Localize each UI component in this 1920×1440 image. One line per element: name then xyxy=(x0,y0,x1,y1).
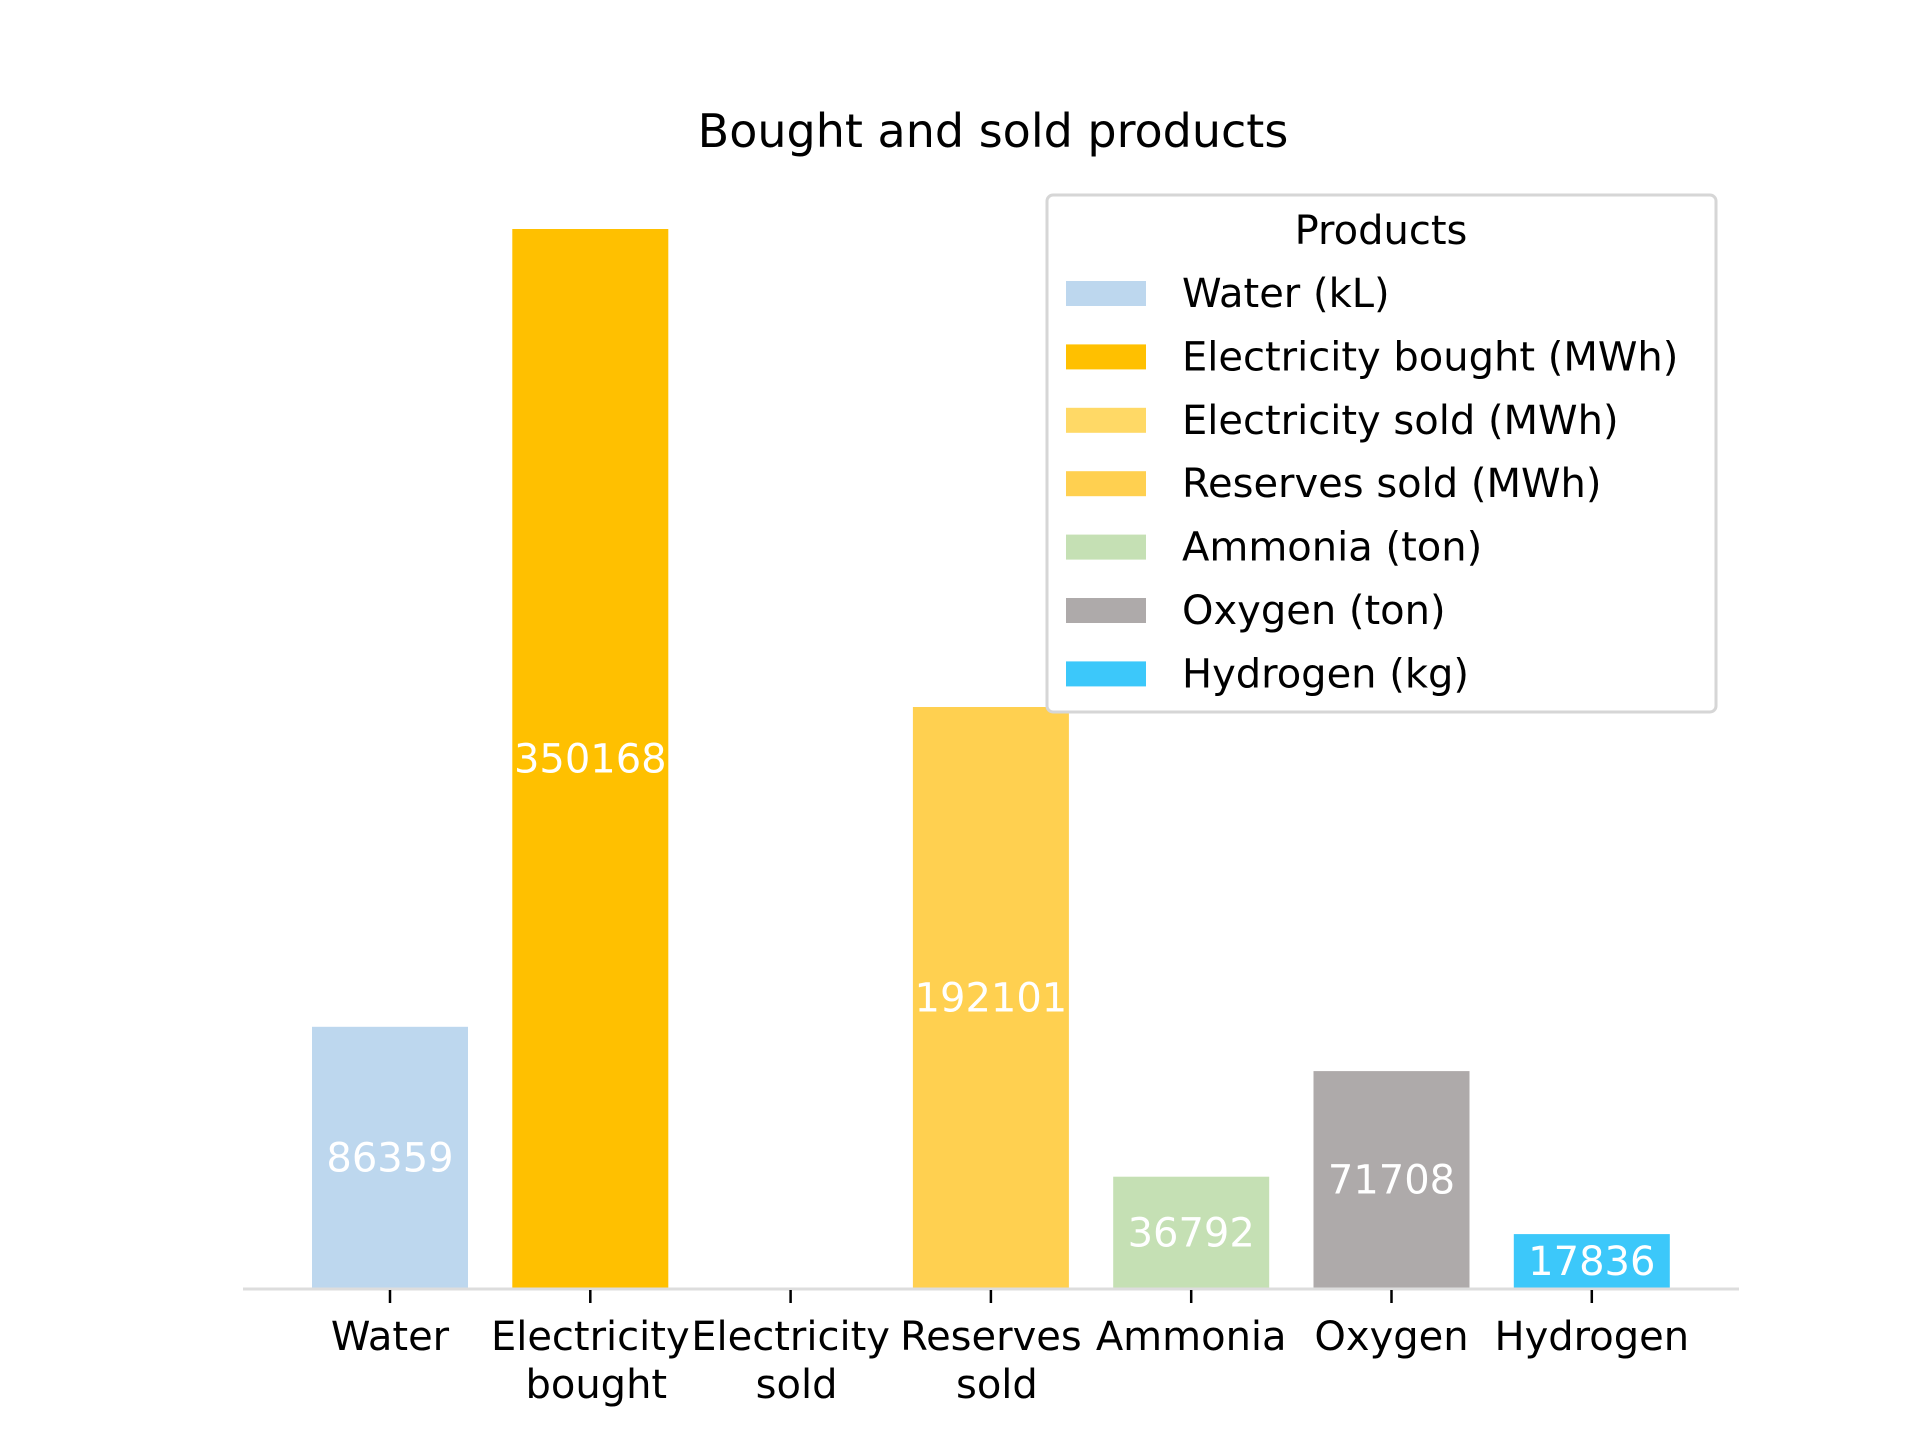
legend-label-6: Hydrogen (kg) xyxy=(1182,651,1469,697)
bar-4 xyxy=(1113,1176,1270,1288)
x-tick-label-line: sold xyxy=(756,1362,838,1408)
bar-value-label-3: 192101 xyxy=(915,976,1068,1022)
legend-label-2: Electricity sold (MWh) xyxy=(1182,398,1619,444)
legend-swatch-2 xyxy=(1066,407,1146,433)
x-tick-label-line: Electricity xyxy=(491,1314,690,1360)
x-tick-label-0: Water xyxy=(331,1314,450,1360)
legend-swatch-6 xyxy=(1066,661,1146,687)
x-tick-label-line: Reserves xyxy=(900,1314,1082,1360)
x-tick-label-5: Oxygen xyxy=(1314,1314,1468,1360)
legend-label-3: Reserves sold (MWh) xyxy=(1182,461,1602,507)
bar-1 xyxy=(512,229,669,1288)
chart-title: Bought and sold products xyxy=(698,104,1289,158)
x-tick-label-6: Hydrogen xyxy=(1495,1314,1690,1360)
legend-label-5: Oxygen (ton) xyxy=(1182,588,1446,634)
legend-swatch-1 xyxy=(1066,344,1146,370)
legend-swatch-5 xyxy=(1066,598,1146,623)
x-tick-label-line: Electricity xyxy=(691,1314,890,1360)
legend-swatch-3 xyxy=(1066,471,1146,497)
x-tick-label-line: Oxygen xyxy=(1314,1314,1468,1360)
bar-value-label-5: 71708 xyxy=(1328,1158,1455,1204)
x-tick-label-line: bought xyxy=(525,1362,667,1408)
x-tick-label-line: Ammonia xyxy=(1096,1314,1287,1360)
legend-title: Products xyxy=(1295,208,1468,254)
legend-label-4: Ammonia (ton) xyxy=(1182,525,1482,571)
bar-0 xyxy=(312,1026,468,1288)
x-tick-label-line: sold xyxy=(956,1362,1038,1408)
bar-value-label-1: 350168 xyxy=(514,737,667,783)
legend-label-0: Water (kL) xyxy=(1182,271,1390,317)
x-tick-label-2: Electricity sold xyxy=(691,1314,890,1408)
legend: Products Water (kL) Electricity bought (M… xyxy=(1045,193,1718,714)
bar-5 xyxy=(1313,1071,1470,1288)
x-tick-label-1: Electricity bought xyxy=(491,1314,690,1408)
x-tick-label-4: Ammonia xyxy=(1096,1314,1287,1360)
bar-value-label-6: 17836 xyxy=(1528,1239,1655,1285)
bar-value-label-0: 86359 xyxy=(326,1135,453,1181)
x-tick-label-3: Reserves sold xyxy=(900,1314,1082,1408)
x-tick-label-line: Hydrogen xyxy=(1495,1314,1690,1360)
legend-swatch-4 xyxy=(1066,534,1146,560)
legend-box xyxy=(1045,193,1718,714)
legend-items: Water (kL) Electricity bought (MWh) Electr… xyxy=(1066,271,1678,697)
bar-3 xyxy=(912,707,1069,1288)
bar-6 xyxy=(1513,1234,1670,1288)
legend-label-1: Electricity bought (MWh) xyxy=(1182,334,1678,380)
x-tick-label-line: Water xyxy=(331,1314,450,1360)
bar-value-label-4: 36792 xyxy=(1128,1210,1255,1256)
legend-swatch-0 xyxy=(1066,281,1146,306)
bars-layer: 86359 350168 192101 36792 71708 17836 xyxy=(312,229,1670,1288)
